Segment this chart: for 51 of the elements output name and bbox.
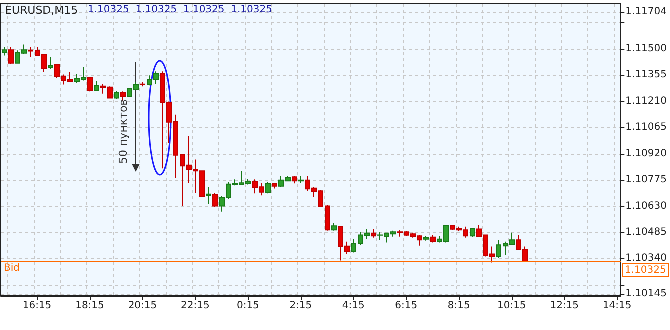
x-tick-label: 2:15 — [290, 300, 312, 312]
chart-title: EURUSD,M15 — [5, 4, 78, 17]
candlestick — [470, 227, 475, 238]
y-tick-label: 1.10340 — [626, 253, 668, 264]
candlestick — [331, 222, 337, 232]
chart-subtitle: 1.10325 1.10325 1.10325 1.10325 — [88, 4, 272, 16]
candlestick — [430, 234, 436, 244]
candlestick — [272, 182, 277, 190]
x-tick-label: 6:15 — [395, 300, 418, 312]
y-tick-label: 1.10775 — [626, 174, 668, 186]
x-tick-label: 10:15 — [497, 300, 526, 312]
candlestick — [298, 176, 304, 184]
x-tick-label: 8:15 — [448, 300, 470, 312]
candlestick — [206, 186, 211, 205]
candlestick — [496, 240, 501, 259]
x-tick-label: 16:15 — [22, 300, 52, 312]
y-tick-label: 1.11500 — [626, 43, 668, 54]
y-tick-label: 1.10485 — [626, 227, 668, 238]
y-tick-label: 1.11065 — [626, 122, 668, 134]
candlestick — [48, 56, 53, 70]
candlestick — [212, 192, 218, 208]
ref-line-label: Bid — [4, 262, 20, 274]
candlestick — [94, 80, 99, 92]
y-tick-label: 1.11355 — [626, 70, 668, 81]
y-tick-label: 1.10630 — [626, 200, 668, 212]
x-tick-label: 14:15 — [602, 300, 632, 312]
candlestick — [2, 46, 7, 56]
candlestick — [292, 176, 297, 184]
y-tick-label: 1.11704 — [626, 6, 668, 18]
candlestick — [8, 46, 14, 65]
annotation: 50 пунктов — [117, 99, 130, 164]
y-tick-label: 1.10145 — [626, 288, 668, 300]
text: 1.10325 — [625, 264, 666, 276]
y-tick-label: 1.10920 — [626, 148, 668, 160]
candlestick — [87, 76, 93, 92]
x-tick-label: 0:15 — [236, 300, 260, 312]
candlestick — [28, 46, 33, 58]
candlestick — [140, 82, 145, 88]
candlestick — [351, 238, 356, 254]
x-tick-label: 20:15 — [128, 300, 158, 312]
x-tick-label: 12:15 — [550, 300, 580, 312]
x-tick-label: 22:15 — [181, 300, 210, 312]
candlestick — [423, 236, 429, 242]
candlestick — [371, 228, 376, 238]
candlestick — [325, 205, 330, 232]
x-tick-label: 4:15 — [342, 300, 365, 312]
y-tick-label: 1.11210 — [626, 96, 668, 107]
x-tick-label: 18:15 — [76, 300, 104, 312]
candlestick — [120, 91, 126, 102]
candlestick — [114, 90, 119, 100]
candlestick — [265, 182, 271, 194]
